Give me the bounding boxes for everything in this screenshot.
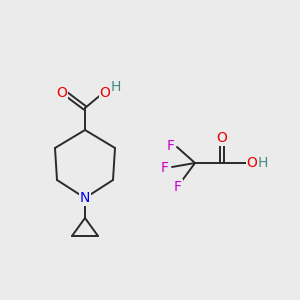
Text: O: O	[247, 156, 257, 170]
Text: F: F	[167, 139, 175, 153]
Text: F: F	[174, 180, 182, 194]
Text: H: H	[258, 156, 268, 170]
Text: N: N	[80, 191, 90, 205]
Text: O: O	[57, 86, 68, 100]
Text: O: O	[217, 131, 227, 145]
Text: O: O	[100, 86, 110, 100]
Text: H: H	[111, 80, 121, 94]
Text: F: F	[161, 161, 169, 175]
